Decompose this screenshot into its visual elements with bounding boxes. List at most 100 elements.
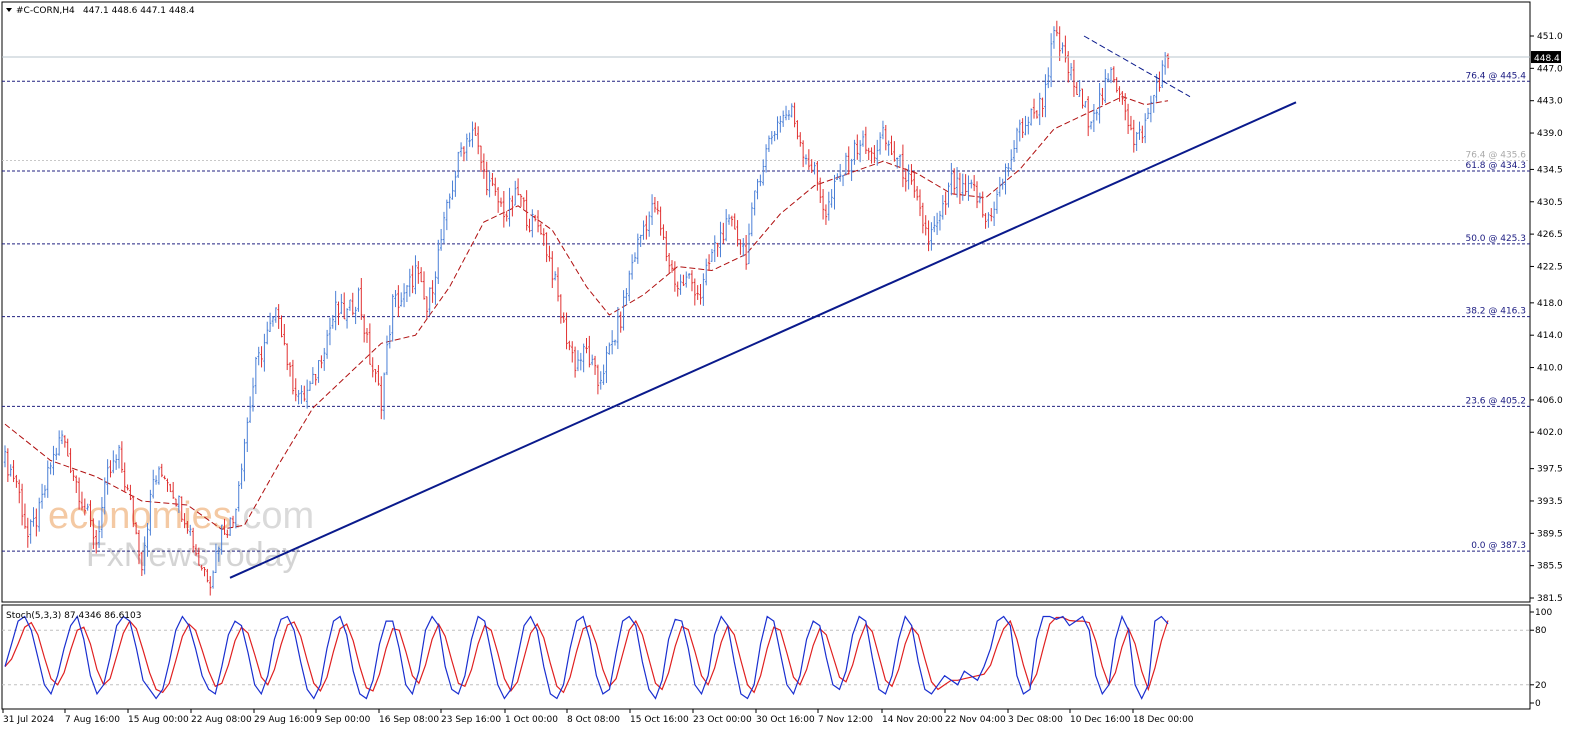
candle — [975, 181, 979, 209]
candle — [1098, 83, 1101, 124]
candle — [285, 343, 289, 371]
candle — [300, 385, 303, 404]
candle — [117, 444, 121, 469]
candle — [622, 290, 625, 331]
candle — [362, 314, 366, 343]
candle — [1095, 109, 1098, 121]
candle — [417, 261, 420, 284]
candle — [365, 327, 369, 343]
candle — [1047, 67, 1050, 89]
price-tick-label-14: 393.5 — [1537, 497, 1563, 507]
candle — [428, 287, 431, 316]
candle — [867, 147, 870, 161]
candle — [710, 248, 714, 262]
candle — [776, 116, 779, 140]
candle — [836, 173, 839, 180]
fib-label-1: 76.4 @ 435.6 — [1465, 151, 1526, 161]
candle — [747, 223, 751, 265]
candle — [268, 312, 272, 332]
watermark-brand1: economies.com — [48, 495, 314, 537]
candle — [1069, 63, 1073, 81]
candle — [400, 292, 403, 307]
candle — [83, 498, 87, 516]
candle — [1058, 26, 1061, 62]
candle — [1161, 60, 1164, 88]
candle — [562, 312, 565, 323]
candle — [274, 307, 277, 323]
time-tick-label-9: 8 Oct 08:00 — [567, 715, 620, 725]
candle — [981, 191, 984, 218]
candle — [331, 315, 335, 329]
candle — [120, 441, 124, 473]
candle — [1081, 88, 1084, 109]
candle — [756, 178, 759, 200]
candle — [380, 376, 383, 420]
candle — [325, 329, 329, 359]
candle — [303, 385, 306, 402]
time-tick-label-18: 18 Dec 00:00 — [1133, 715, 1194, 725]
candle — [531, 209, 534, 238]
time-tick-label-6: 16 Sep 08:00 — [379, 715, 439, 725]
candle — [57, 430, 61, 456]
candle — [702, 273, 705, 306]
candle — [345, 308, 349, 329]
stochastic-oscillator: 100 80 20 0 — [2, 608, 1552, 709]
candle — [38, 497, 41, 532]
candle — [106, 459, 109, 495]
price-tick-label-10: 410.0 — [1537, 364, 1563, 374]
candle — [26, 517, 30, 548]
candle — [311, 367, 315, 384]
candle — [987, 212, 990, 228]
candle — [958, 172, 962, 205]
candle — [938, 210, 942, 231]
time-tick-label-11: 23 Oct 00:00 — [693, 715, 752, 725]
candle — [739, 239, 742, 255]
candle — [1052, 26, 1056, 49]
time-tick-label-2: 15 Aug 00:00 — [128, 715, 189, 725]
price-tick-label-5: 430.5 — [1537, 198, 1563, 208]
candle — [930, 222, 933, 251]
candle — [1155, 73, 1158, 102]
candle — [784, 105, 788, 121]
candle — [231, 515, 235, 527]
candle — [884, 124, 888, 151]
candle — [699, 283, 702, 305]
candle — [197, 547, 201, 566]
candle — [1015, 127, 1019, 153]
candle — [830, 189, 833, 208]
candle — [374, 368, 377, 383]
candle — [653, 197, 657, 213]
candle — [1118, 86, 1121, 102]
candle — [551, 251, 554, 289]
candle — [1027, 116, 1030, 135]
candle — [348, 299, 352, 311]
candle — [63, 435, 67, 448]
candle — [881, 120, 885, 140]
candle — [596, 364, 600, 395]
candle — [593, 355, 597, 375]
candle — [533, 214, 537, 222]
candle — [203, 566, 206, 577]
candle — [394, 290, 397, 308]
candle — [288, 362, 292, 377]
candle — [719, 221, 722, 258]
price-tick-label-16: 385.5 — [1537, 562, 1563, 572]
candle — [35, 508, 38, 537]
candle — [576, 350, 580, 372]
candle — [876, 139, 879, 166]
symbol-label: #C-CORN,H4 — [16, 6, 75, 16]
candle — [1038, 92, 1041, 126]
candle — [277, 304, 280, 329]
candle — [733, 213, 736, 230]
candle — [485, 161, 488, 196]
candle — [773, 131, 776, 142]
candle — [1121, 91, 1124, 105]
price-tick-label-9: 414.0 — [1537, 331, 1563, 341]
candle — [770, 131, 773, 145]
candle — [114, 454, 118, 470]
candle — [191, 527, 195, 553]
candle — [665, 230, 668, 262]
candle — [92, 518, 95, 549]
candle — [901, 144, 905, 188]
candle — [807, 149, 811, 170]
